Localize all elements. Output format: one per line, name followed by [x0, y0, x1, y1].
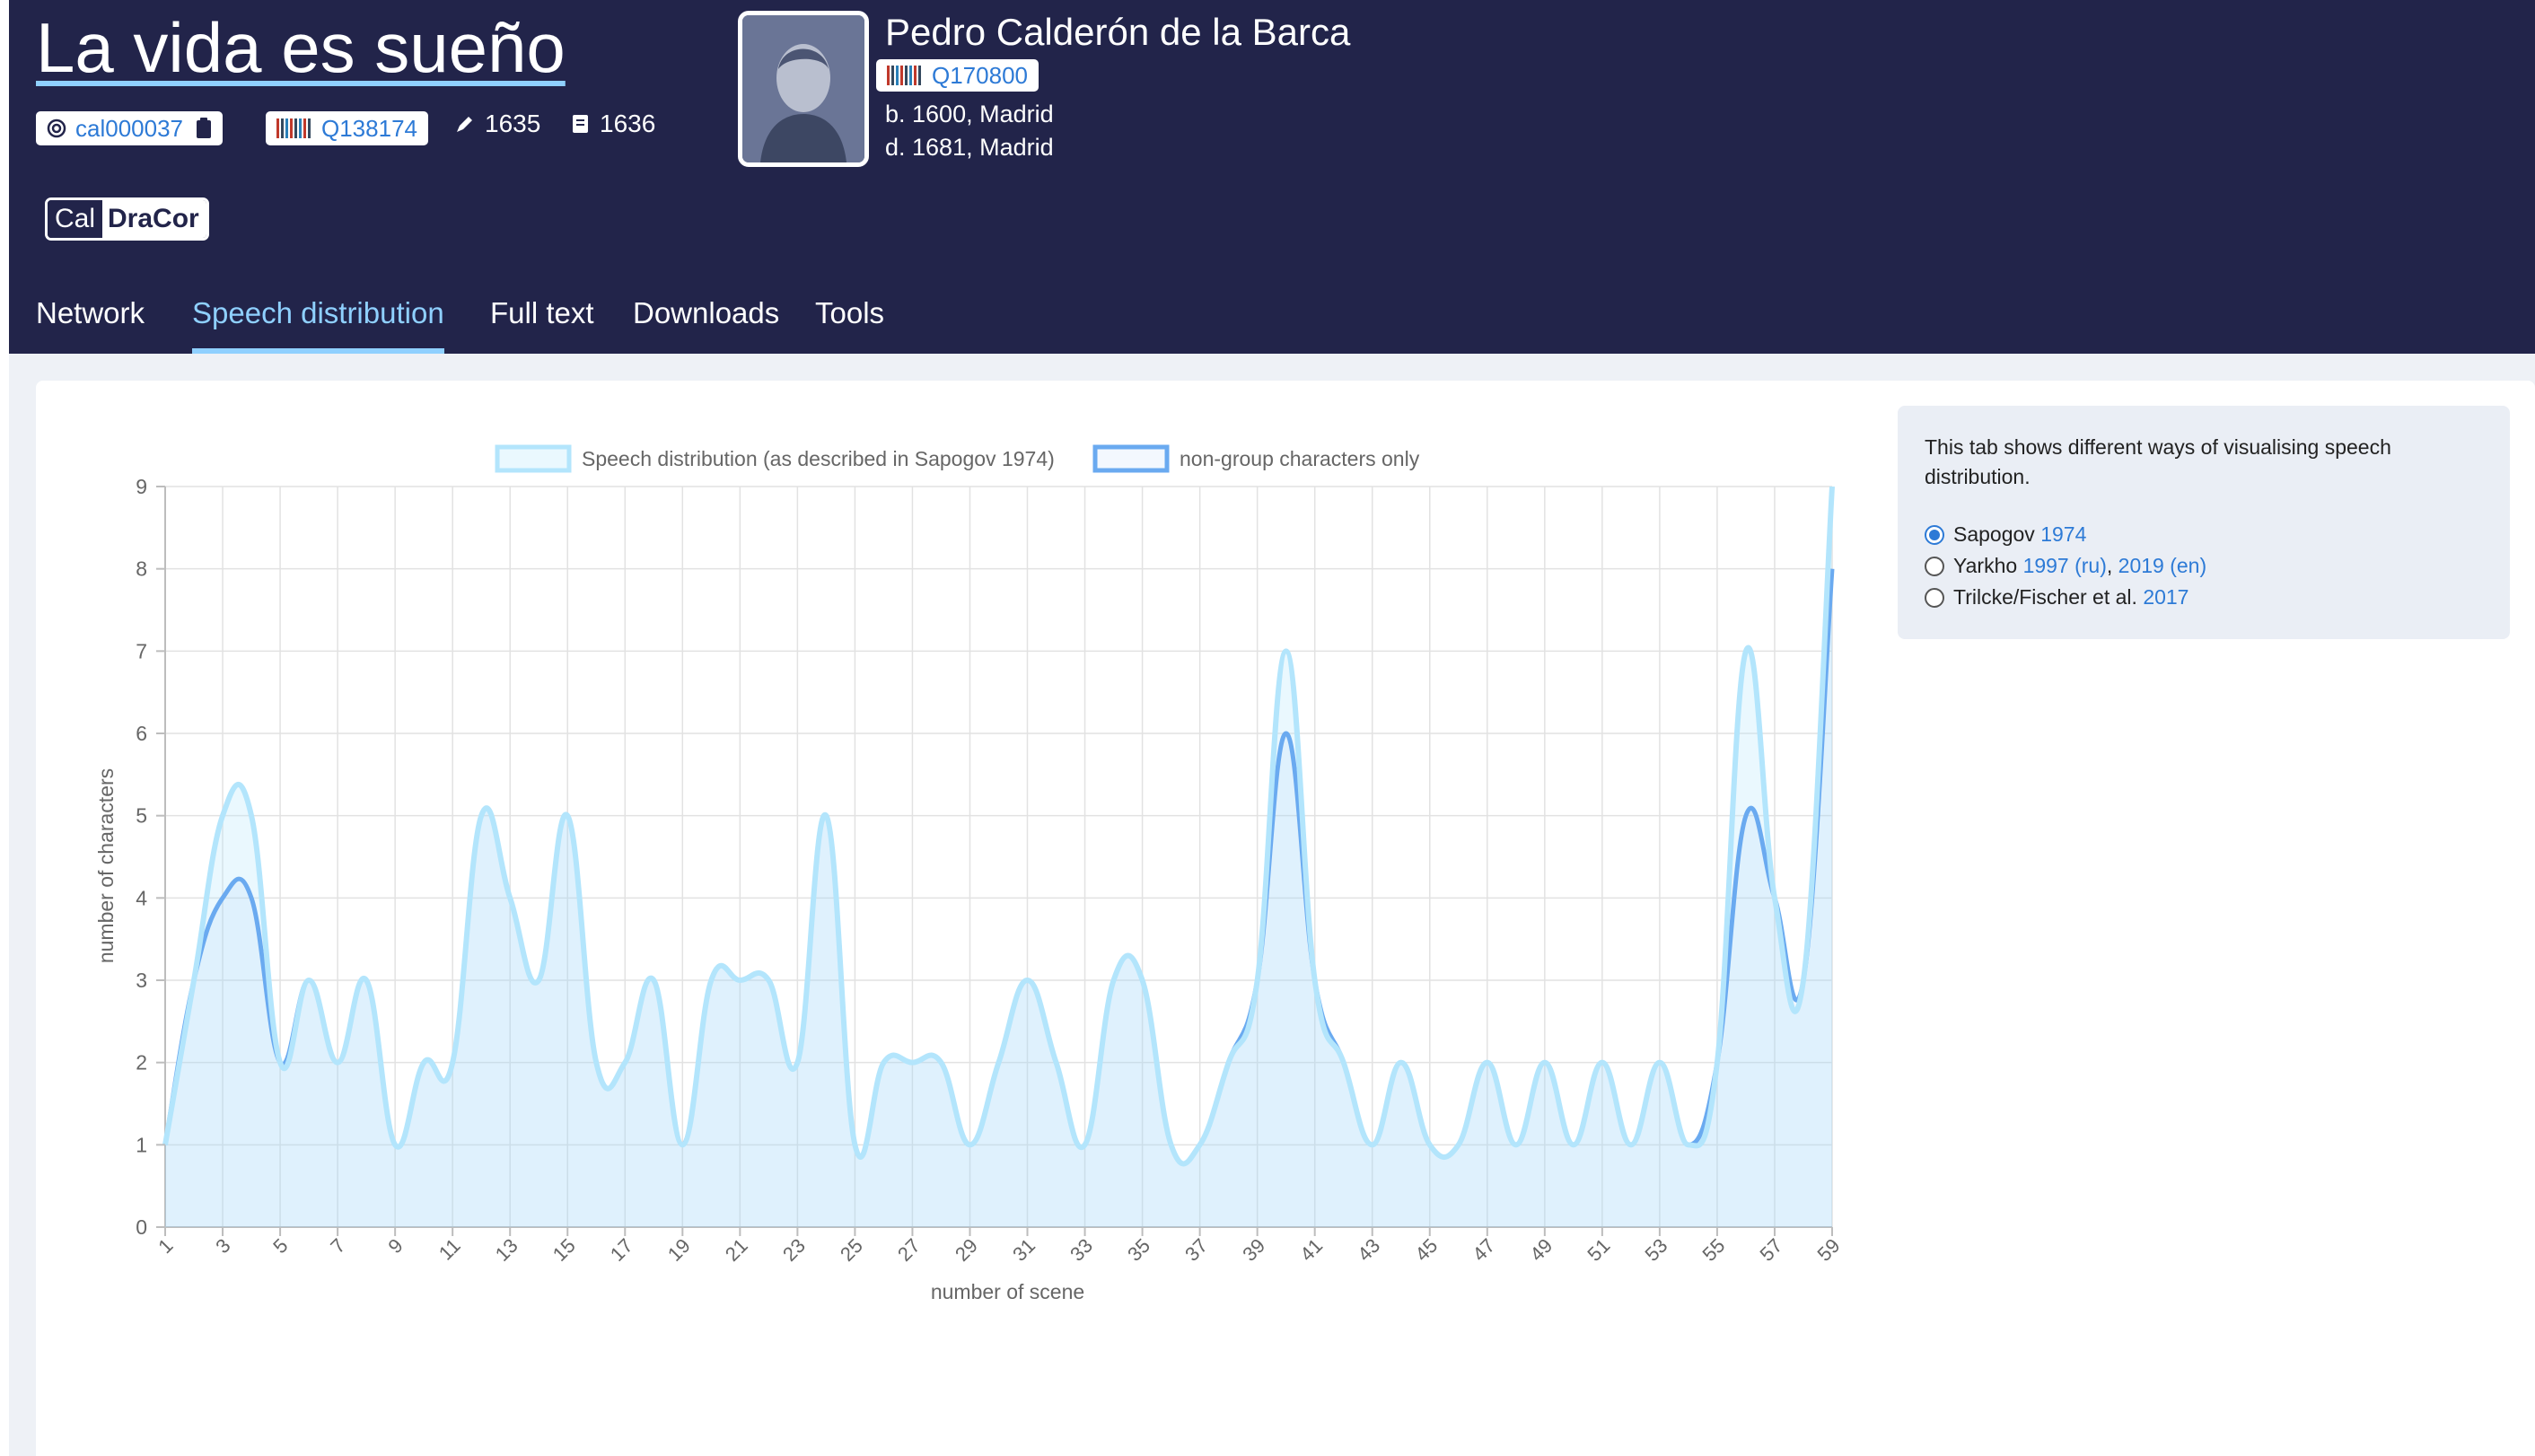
x-tick-label: 15 [548, 1234, 580, 1266]
tab-network[interactable]: Network [36, 296, 145, 329]
series-area-1 [165, 487, 1832, 1227]
y-tick-label: 1 [136, 1133, 147, 1156]
y-tick-label: 0 [136, 1215, 147, 1239]
info-description: This tab shows different ways of visuali… [1925, 435, 2391, 488]
author-portrait [738, 11, 869, 167]
legend-swatch-1 [495, 444, 572, 473]
x-tick-label: 53 [1640, 1234, 1671, 1266]
tab-speech-distribution[interactable]: Speech distribution [192, 296, 444, 354]
tab-full-text[interactable]: Full text [490, 296, 594, 329]
author-name: Pedro Calderón de la Barca [885, 11, 1351, 53]
y-tick-label: 2 [136, 1051, 147, 1074]
x-tick-label: 19 [663, 1234, 695, 1266]
x-tick-label: 7 [326, 1234, 349, 1258]
x-tick-label: 33 [1066, 1234, 1097, 1266]
author-wikidata-badge[interactable]: Q170800 [876, 59, 1039, 92]
y-tick-label: 6 [136, 722, 147, 745]
x-tick-label: 39 [1238, 1234, 1269, 1266]
x-tick-label: 23 [778, 1234, 810, 1266]
x-tick-label: 47 [1468, 1234, 1499, 1266]
series-line-1 [162, 486, 1835, 1167]
x-tick-label: 49 [1525, 1234, 1557, 1266]
link-sapogov-1974[interactable]: 1974 [2040, 522, 2087, 546]
legend-label-2: non-group characters only [1180, 447, 1420, 470]
book-icon [573, 115, 588, 133]
x-tick-label: 31 [1008, 1234, 1039, 1266]
radio-yarkho[interactable] [1925, 556, 1944, 576]
author-death: d. 1681, Madrid [885, 134, 1054, 161]
option-sapogov[interactable]: Sapogov 1974 [1925, 519, 2483, 550]
x-tick-label: 17 [606, 1234, 637, 1266]
play-wikidata-id: Q138174 [321, 114, 417, 142]
link-yarkho-2019[interactable]: 2019 (en) [2118, 554, 2207, 577]
clipboard-icon[interactable] [196, 118, 212, 139]
y-tick-label: 8 [136, 557, 147, 581]
x-axis-title: number of scene [931, 1280, 1084, 1303]
x-tick-label: 9 [383, 1234, 407, 1258]
tab-tools[interactable]: Tools [815, 296, 885, 329]
play-title[interactable]: La vida es sueño [36, 8, 566, 87]
y-tick-label: 3 [136, 969, 147, 992]
x-tick-label: 51 [1583, 1234, 1614, 1266]
x-tick-label: 43 [1353, 1234, 1384, 1266]
y-tick-label: 5 [136, 804, 147, 828]
play-header: La vida es sueño cal000037 Q138174 1635 … [9, 0, 2535, 354]
y-tick-label: 4 [136, 886, 147, 909]
x-tick-label: 11 [434, 1234, 465, 1265]
link-trilcke-fischer-2017[interactable]: 2017 [2143, 585, 2189, 609]
x-tick-label: 37 [1180, 1234, 1212, 1266]
x-tick-label: 21 [721, 1234, 752, 1266]
dracor-icon [47, 118, 66, 138]
x-tick-label: 3 [211, 1234, 234, 1258]
play-wikidata-badge[interactable]: Q138174 [266, 111, 428, 145]
written-year: 1635 [454, 110, 540, 138]
corpus-logo[interactable]: Cal DraCor [45, 197, 209, 241]
print-year: 1636 [571, 110, 655, 138]
x-tick-label: 1 [154, 1234, 177, 1258]
speech-info-box: This tab shows different ways of visuali… [1898, 406, 2510, 639]
series-area-2 [165, 568, 1832, 1227]
legend-label-1: Speech distribution (as described in Sap… [582, 447, 1055, 470]
wikidata-icon [276, 118, 312, 138]
y-axis-title: number of characters [94, 768, 118, 963]
y-tick-label: 9 [136, 475, 147, 498]
y-tick-label: 7 [136, 639, 147, 662]
dracor-id-badge[interactable]: cal000037 [36, 111, 223, 145]
radio-sapogov[interactable] [1925, 524, 1944, 545]
x-tick-label: 29 [951, 1234, 982, 1266]
option-yarkho[interactable]: Yarkho 1997 (ru), 2019 (en) [1925, 550, 2483, 582]
dracor-id: cal000037 [75, 114, 183, 142]
radio-trilcke-fischer[interactable] [1925, 587, 1944, 608]
tab-downloads[interactable]: Downloads [633, 296, 780, 329]
author-wikidata-id: Q170800 [932, 61, 1028, 89]
x-tick-label: 13 [491, 1234, 522, 1266]
x-tick-label: 27 [893, 1234, 925, 1266]
x-tick-label: 55 [1697, 1234, 1729, 1266]
x-tick-label: 57 [1756, 1234, 1787, 1266]
author-birth: b. 1600, Madrid [885, 101, 1054, 127]
wikidata-icon [887, 66, 923, 85]
x-tick-label: 35 [1123, 1234, 1154, 1266]
x-tick-label: 45 [1410, 1234, 1442, 1266]
x-tick-label: 25 [836, 1234, 867, 1266]
link-yarkho-1997[interactable]: 1997 (ru) [2022, 554, 2107, 577]
x-tick-label: 59 [1813, 1234, 1845, 1266]
x-tick-label: 5 [268, 1234, 292, 1258]
x-tick-label: 41 [1295, 1234, 1327, 1266]
option-trilcke-fischer[interactable]: Trilcke/Fischer et al. 2017 [1925, 582, 2483, 613]
legend-swatch-2 [1092, 444, 1170, 473]
pen-icon [457, 117, 472, 132]
